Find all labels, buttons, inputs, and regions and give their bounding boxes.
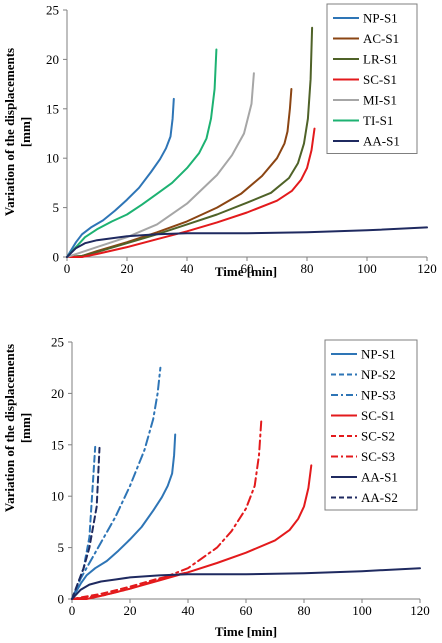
legend-label-ti-s1: TI-S1 xyxy=(363,113,393,128)
legend-label-lr-s1: LR-S1 xyxy=(363,52,398,67)
x-tick-label: 100 xyxy=(357,261,377,276)
legend-label-sc-s1: SC-S1 xyxy=(361,408,395,423)
series-line-sc-s1 xyxy=(66,127,316,258)
x-tick-label: 120 xyxy=(417,261,437,276)
legend-label-np-s1: NP-S1 xyxy=(363,11,398,26)
chart-bottom-ylabel-line2: [mm] xyxy=(18,413,33,443)
legend-box xyxy=(324,339,418,511)
legend-label-aa-s1: AA-S1 xyxy=(361,470,398,485)
x-tick-label: 120 xyxy=(410,603,430,618)
x-tick-label: 80 xyxy=(301,261,314,276)
chart-bottom-ylabel-line1: Variation of the displacements xyxy=(2,344,17,512)
series-line-aa-s1 xyxy=(66,226,428,258)
series-line-lr-s1 xyxy=(66,26,314,258)
y-tick-label: 15 xyxy=(46,101,59,116)
series-line-np-s2 xyxy=(71,445,97,600)
series-line-np-s1 xyxy=(71,433,177,600)
series-line-aa-s1 xyxy=(71,567,421,600)
y-tick-label: 20 xyxy=(46,52,59,67)
y-tick-label: 15 xyxy=(51,437,64,452)
x-tick-label: 80 xyxy=(298,603,311,618)
legend-label-aa-s2: AA-S2 xyxy=(361,490,398,505)
x-tick-label: 20 xyxy=(124,603,137,618)
legend-label-sc-s2: SC-S2 xyxy=(361,429,395,444)
legend-label-ac-s1: AC-S1 xyxy=(363,31,399,46)
y-tick-label: 20 xyxy=(51,386,64,401)
legend-box xyxy=(326,3,418,154)
x-tick-label: 20 xyxy=(121,261,134,276)
y-tick-label: 25 xyxy=(51,335,64,350)
legend-label-aa-s1: AA-S1 xyxy=(363,134,400,149)
x-tick-label: 60 xyxy=(241,261,254,276)
series-line-ac-s1 xyxy=(66,88,293,258)
legend-label-np-s1: NP-S1 xyxy=(361,347,396,362)
series-line-aa-s2 xyxy=(71,446,101,600)
series-line-sc-s3 xyxy=(71,418,263,600)
series-line-ti-s1 xyxy=(66,48,218,258)
x-tick-label: 0 xyxy=(64,261,71,276)
x-tick-label: 40 xyxy=(181,261,194,276)
chart-top-ylabel-line1: Variation of the displacements xyxy=(2,48,17,216)
legend-label-sc-s1: SC-S1 xyxy=(363,72,397,87)
y-tick-label: 5 xyxy=(53,200,60,215)
chart-bottom: Variation of the displacements [mm] Time… xyxy=(2,335,430,640)
legend-label-np-s3: NP-S3 xyxy=(361,388,396,403)
y-tick-label: 5 xyxy=(58,540,65,555)
legend-label-mi-s1: MI-S1 xyxy=(363,93,397,108)
y-tick-label: 10 xyxy=(51,489,64,504)
y-tick-label: 0 xyxy=(53,250,60,265)
y-tick-label: 10 xyxy=(46,151,59,166)
chart-top-xlabel: Time [min] xyxy=(215,264,277,279)
chart-top-ylabel-line2: [mm] xyxy=(18,117,33,147)
series-line-mi-s1 xyxy=(66,72,255,258)
chart-bottom-xlabel: Time [min] xyxy=(215,624,277,639)
legend-label-sc-s3: SC-S3 xyxy=(361,449,395,464)
legend-label-np-s2: NP-S2 xyxy=(361,367,396,382)
y-tick-label: 25 xyxy=(46,3,59,18)
series-line-np-s1 xyxy=(66,97,175,258)
x-tick-label: 60 xyxy=(240,603,253,618)
chart-top: Variation of the displacements [mm] Time… xyxy=(2,3,437,280)
x-tick-label: 0 xyxy=(69,603,76,618)
series-line-np-s3 xyxy=(71,366,162,600)
x-tick-label: 100 xyxy=(352,603,372,618)
y-tick-label: 0 xyxy=(58,592,65,607)
x-tick-label: 40 xyxy=(182,603,195,618)
